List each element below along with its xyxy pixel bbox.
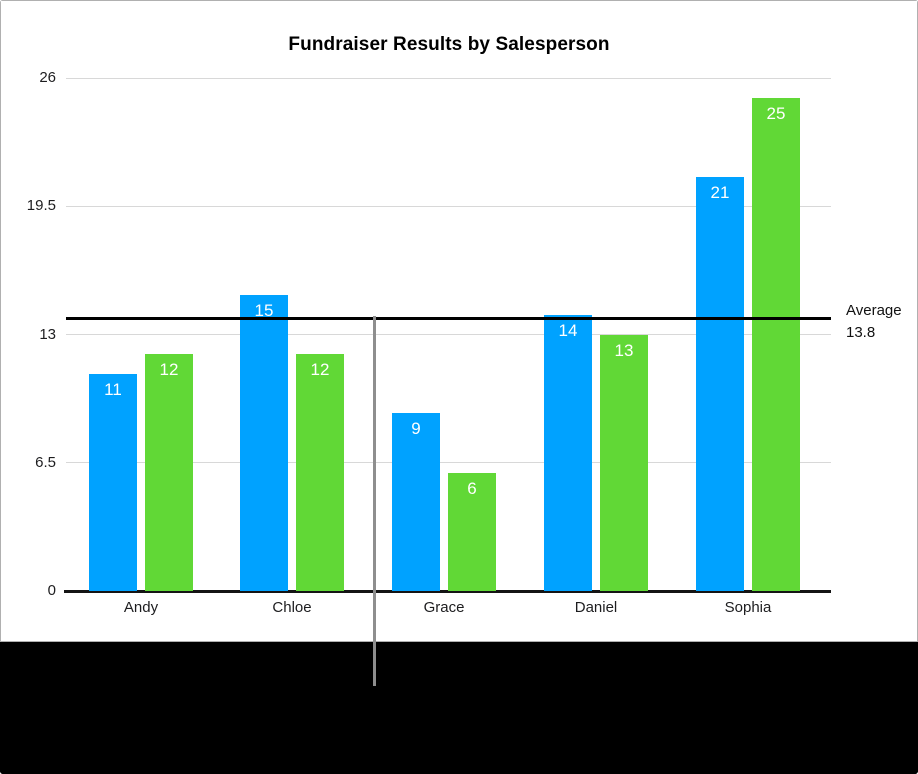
green-series-bar-andy[interactable]: 12 bbox=[145, 354, 193, 591]
blue-series-bar-chloe[interactable]: 15 bbox=[240, 295, 288, 591]
x-axis-category-label-andy: Andy bbox=[123, 599, 159, 616]
pointer-line bbox=[373, 316, 376, 686]
green-series-bar-grace[interactable]: 6 bbox=[448, 472, 496, 591]
average-label-text: Average bbox=[846, 302, 902, 319]
bar-value-label: 12 bbox=[310, 360, 330, 380]
average-reference-line[interactable] bbox=[66, 317, 831, 321]
x-axis-category-label-sophia: Sophia bbox=[724, 599, 772, 616]
gridline-y-19.5 bbox=[66, 205, 831, 207]
gridline-y-13 bbox=[66, 334, 831, 335]
x-axis-baseline bbox=[64, 590, 831, 593]
chart-panel: Fundraiser Results by Salesperson Averag… bbox=[0, 0, 918, 642]
x-axis-category-label-grace: Grace bbox=[423, 599, 465, 616]
bar-value-label: 25 bbox=[766, 103, 786, 123]
y-axis-tick-label: 13 bbox=[39, 325, 56, 343]
gridline-y-6.5 bbox=[66, 462, 831, 464]
average-value-text: 13.8 bbox=[846, 324, 876, 341]
bar-value-label: 6 bbox=[467, 478, 477, 498]
y-axis-tick-label: 19.5 bbox=[26, 197, 56, 215]
y-axis-tick-label: 6.5 bbox=[35, 453, 56, 471]
green-series-bar-sophia[interactable]: 25 bbox=[752, 97, 800, 591]
blue-series-bar-daniel[interactable]: 14 bbox=[544, 314, 592, 591]
x-axis-category-label-chloe: Chloe bbox=[272, 599, 312, 616]
green-series-bar-daniel[interactable]: 13 bbox=[600, 334, 648, 591]
x-axis-category-label-daniel: Daniel bbox=[574, 599, 618, 616]
bar-value-label: 14 bbox=[558, 320, 578, 340]
y-axis-tick-label: 26 bbox=[39, 69, 56, 86]
blue-series-bar-grace[interactable]: 9 bbox=[392, 413, 440, 591]
chart-title: Fundraiser Results by Salesperson bbox=[288, 34, 610, 55]
gridline-y-26 bbox=[66, 77, 831, 79]
green-series-bar-chloe[interactable]: 12 bbox=[296, 354, 344, 591]
blue-series-bar-sophia[interactable]: 21 bbox=[696, 176, 744, 591]
bar-value-label: 13 bbox=[614, 340, 634, 360]
bar-value-label: 9 bbox=[411, 419, 421, 439]
average-line-label: Average 13.8 bbox=[846, 300, 902, 344]
bar-value-label: 12 bbox=[159, 360, 179, 380]
y-axis-tick-label: 0 bbox=[47, 582, 56, 599]
bottom-band bbox=[0, 642, 918, 774]
blue-series-bar-andy[interactable]: 11 bbox=[89, 373, 137, 591]
bar-value-label: 15 bbox=[254, 301, 274, 321]
bar-value-label: 11 bbox=[104, 379, 122, 399]
bar-value-label: 21 bbox=[710, 182, 730, 202]
